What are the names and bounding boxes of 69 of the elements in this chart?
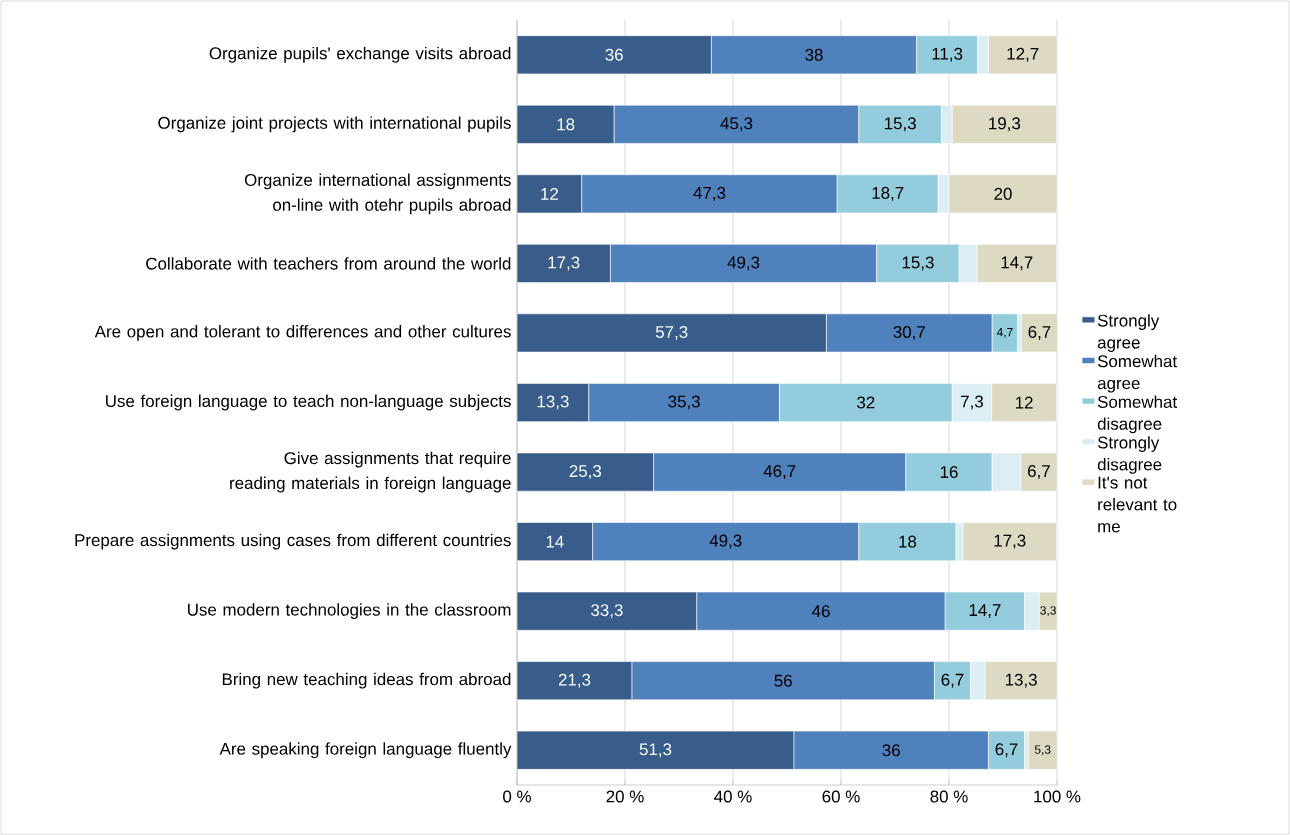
data-label: 13,3: [537, 395, 569, 410]
data-label: 18: [557, 118, 575, 131]
y-tick-label: Prepare assignments using cases from different countries: [75, 533, 511, 550]
data-label: 7,3: [961, 395, 983, 410]
data-label: 35,3: [668, 395, 700, 410]
data-label: 13,3: [1005, 673, 1037, 688]
data-label: 14: [546, 535, 564, 548]
data-label: 5,3: [1034, 745, 1051, 756]
data-label: 30,7: [893, 325, 925, 340]
data-label: 12: [1015, 396, 1033, 409]
data-label: 15,3: [884, 117, 916, 132]
bar: [1021, 313, 1058, 353]
data-label: 17,3: [994, 534, 1026, 549]
data-label: 4,7: [996, 328, 1013, 338]
data-label: 49,3: [709, 534, 742, 549]
y-tick-label: Are speaking foreign language fluently: [219, 742, 512, 759]
y-tick-label: Collaborate with teachers from around the world: [146, 257, 511, 270]
data-label: 46: [811, 605, 830, 618]
data-label: 18: [899, 535, 917, 548]
data-label: 49,3: [727, 256, 760, 271]
data-label: 12: [541, 187, 558, 200]
legend-label: Somewhat disagree: [1097, 395, 1178, 434]
legend-label: It's not relevant to me: [1098, 476, 1177, 533]
data-label: 11,3: [932, 47, 963, 62]
data-label: 25,3: [569, 465, 602, 480]
data-label: 36: [882, 744, 900, 757]
data-label: 36: [605, 48, 623, 61]
x-tick-label: 60 %: [822, 790, 860, 803]
y-tick-label: Give assignments that require reading materials in foreign language: [230, 451, 511, 493]
y-tick-label: Organize international assignments on-line with otehr pupils abroad: [244, 173, 511, 215]
data-label: 18,7: [872, 186, 904, 201]
data-label: 15,3: [902, 256, 934, 271]
data-label: 38: [805, 48, 823, 61]
legend-label: Strongly agree: [1097, 314, 1160, 352]
data-label: 21,3: [558, 673, 591, 688]
data-label: 47,3: [693, 186, 726, 201]
data-label: 19,3: [989, 117, 1021, 132]
data-label: 14,7: [969, 604, 1001, 619]
data-label: 46,7: [763, 465, 796, 480]
data-label: 56: [774, 674, 792, 687]
data-label: 6,7: [941, 673, 964, 688]
data-label: 17,3: [548, 256, 580, 271]
x-tick-label: 80 %: [930, 790, 968, 803]
y-tick-label: Bring new teaching ideas from abroad: [222, 672, 511, 689]
data-label: 6,7: [1028, 465, 1050, 480]
data-label: 51,3: [639, 743, 672, 758]
y-tick-label: Use modern technologies in the classroom: [188, 603, 511, 620]
bar: [1028, 730, 1058, 770]
data-label: 16: [940, 466, 958, 479]
x-tick-label: 100 %: [1034, 790, 1081, 803]
y-tick-label: Use foreign language to teach non-language subjects: [106, 394, 511, 411]
data-label: 20: [994, 187, 1012, 200]
data-label: 33,3: [591, 604, 623, 619]
x-tick-label: 0 %: [503, 790, 531, 803]
data-label: 45,3: [720, 117, 753, 132]
data-label: 6,7: [995, 743, 1018, 758]
y-tick-label: Are open and tolerant to differences and other cultures: [94, 325, 511, 341]
y-tick-label: Organize pupils' exchange visits abroad: [209, 46, 511, 63]
data-label: 6,7: [1028, 325, 1051, 340]
data-label: 57,3: [655, 325, 688, 340]
legend-label: Somewhat agree: [1097, 354, 1178, 393]
y-tick-label: Organize joint projects with international pupils: [158, 116, 511, 133]
data-label: 32: [857, 396, 875, 409]
x-tick-label: 40 %: [714, 790, 752, 803]
data-label: 12,7: [1007, 47, 1039, 62]
data-label: 14,7: [1001, 256, 1033, 271]
data-label: 3,3: [1040, 606, 1056, 617]
legend-label: Strongly disagree: [1097, 436, 1162, 474]
x-tick-label: 20 %: [606, 790, 644, 803]
